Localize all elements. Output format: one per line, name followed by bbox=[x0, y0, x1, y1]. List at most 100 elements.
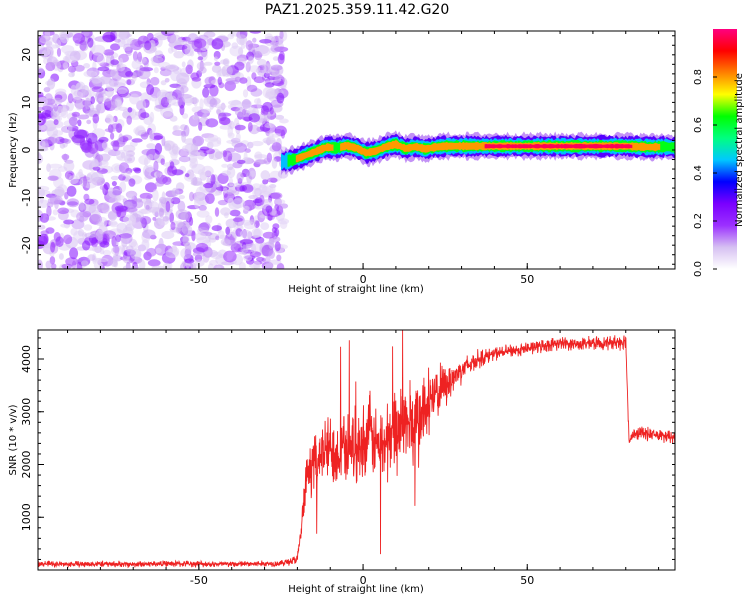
noise-cell bbox=[195, 242, 209, 253]
noise-cell bbox=[87, 37, 94, 48]
noise-cell bbox=[271, 133, 281, 138]
noise-cell bbox=[108, 197, 119, 204]
noise-cell bbox=[198, 205, 207, 211]
noise-cell bbox=[171, 143, 179, 155]
noise-cell bbox=[152, 216, 157, 221]
noise-cell bbox=[95, 229, 105, 241]
noise-cell bbox=[126, 79, 132, 85]
spectrogram-ticks: -50 0 50 -20 -10 0 10 20 bbox=[20, 31, 675, 286]
noise-cell bbox=[67, 123, 73, 134]
noise-cell bbox=[232, 217, 243, 223]
noise-cell bbox=[64, 191, 69, 200]
y-tick-label: 0 bbox=[20, 147, 33, 154]
noise-cell bbox=[251, 140, 264, 147]
noise-cell bbox=[146, 247, 157, 257]
noise-cell bbox=[125, 71, 134, 77]
noise-cell bbox=[166, 93, 173, 104]
noise-cell bbox=[83, 224, 93, 231]
colorbar-tick-label: 0.2 bbox=[693, 213, 704, 229]
noise-cell bbox=[150, 96, 157, 102]
noise-cell bbox=[165, 31, 179, 34]
noise-cell bbox=[52, 209, 59, 216]
noise-cell bbox=[67, 93, 74, 104]
noise-cell bbox=[248, 195, 258, 200]
noise-cell bbox=[203, 148, 215, 155]
noise-cell bbox=[172, 130, 185, 136]
noise-cell bbox=[184, 258, 195, 264]
noise-cell bbox=[120, 38, 133, 45]
noise-cell bbox=[144, 40, 152, 51]
noise-cell bbox=[236, 172, 244, 183]
noise-cell bbox=[140, 216, 152, 225]
noise-cell bbox=[223, 187, 228, 193]
noise-cell bbox=[231, 198, 246, 209]
noise-cell bbox=[205, 215, 213, 224]
signal-band bbox=[484, 143, 633, 149]
noise-cell bbox=[227, 163, 234, 171]
snr-xlabel: Height of straight line (km) bbox=[288, 584, 424, 595]
noise-cell bbox=[193, 38, 207, 49]
noise-cell bbox=[170, 197, 181, 205]
noise-cell bbox=[274, 76, 281, 83]
noise-cell bbox=[158, 91, 170, 98]
noise-cell bbox=[215, 235, 220, 241]
noise-cell bbox=[271, 80, 285, 86]
noise-cell bbox=[239, 239, 254, 245]
noise-cell bbox=[213, 56, 219, 61]
noise-cell bbox=[210, 174, 216, 185]
noise-cell bbox=[154, 181, 165, 187]
noise-cell bbox=[271, 158, 278, 169]
noise-cell bbox=[275, 114, 285, 120]
noise-cell bbox=[263, 63, 273, 74]
snr-ticks: -50 0 50 1000 2000 3000 4000 bbox=[20, 330, 675, 587]
noise-cell bbox=[234, 124, 246, 131]
noise-cell bbox=[57, 207, 69, 215]
noise-cell bbox=[170, 221, 176, 231]
noise-cell bbox=[171, 187, 180, 197]
noise-cell bbox=[38, 96, 48, 107]
noise-cell bbox=[145, 182, 157, 193]
noise-cell bbox=[279, 31, 284, 40]
noise-cell bbox=[265, 205, 273, 213]
x-tick-label: -50 bbox=[190, 273, 208, 286]
noise-cell bbox=[253, 261, 261, 269]
noise-cell bbox=[85, 132, 98, 145]
noise-cell bbox=[181, 61, 186, 68]
noise-cell bbox=[219, 124, 232, 130]
noise-cell bbox=[274, 199, 286, 205]
noise-cell bbox=[220, 207, 231, 216]
noise-cell bbox=[114, 97, 122, 108]
noise-cell bbox=[133, 126, 146, 135]
noise-cell bbox=[239, 185, 245, 192]
chart-title: PAZ1.2025.359.11.42.G20 bbox=[265, 2, 450, 18]
noise-cell bbox=[202, 87, 210, 98]
y-tick-label: 2000 bbox=[20, 451, 33, 479]
noise-cell bbox=[276, 262, 285, 269]
noise-cell bbox=[182, 94, 195, 104]
noise-cell bbox=[110, 123, 120, 130]
noise-cell bbox=[160, 80, 167, 86]
noise-cell bbox=[155, 247, 162, 254]
noise-cell bbox=[194, 111, 205, 117]
noise-cell bbox=[99, 185, 105, 191]
noise-cell bbox=[46, 205, 52, 217]
noise-cell bbox=[72, 33, 86, 44]
noise-cell bbox=[261, 257, 266, 263]
noise-cell bbox=[129, 93, 140, 105]
noise-cell bbox=[246, 84, 258, 92]
noise-cell bbox=[119, 181, 127, 193]
noise-cell bbox=[129, 114, 141, 120]
noise-cell bbox=[92, 113, 100, 124]
noise-cell bbox=[38, 185, 50, 192]
noise-cell bbox=[218, 116, 231, 126]
noise-cell bbox=[189, 157, 199, 168]
noise-cell bbox=[68, 175, 79, 185]
noise-cell bbox=[264, 122, 275, 129]
noise-cell bbox=[118, 133, 124, 145]
noise-cell bbox=[203, 84, 216, 89]
noise-cell bbox=[126, 115, 132, 125]
noise-cell bbox=[171, 169, 184, 176]
spectrogram-plot: -50 0 50 -20 -10 0 10 20 Height of straight lin… bbox=[8, 30, 676, 295]
noise-cell bbox=[64, 56, 77, 64]
